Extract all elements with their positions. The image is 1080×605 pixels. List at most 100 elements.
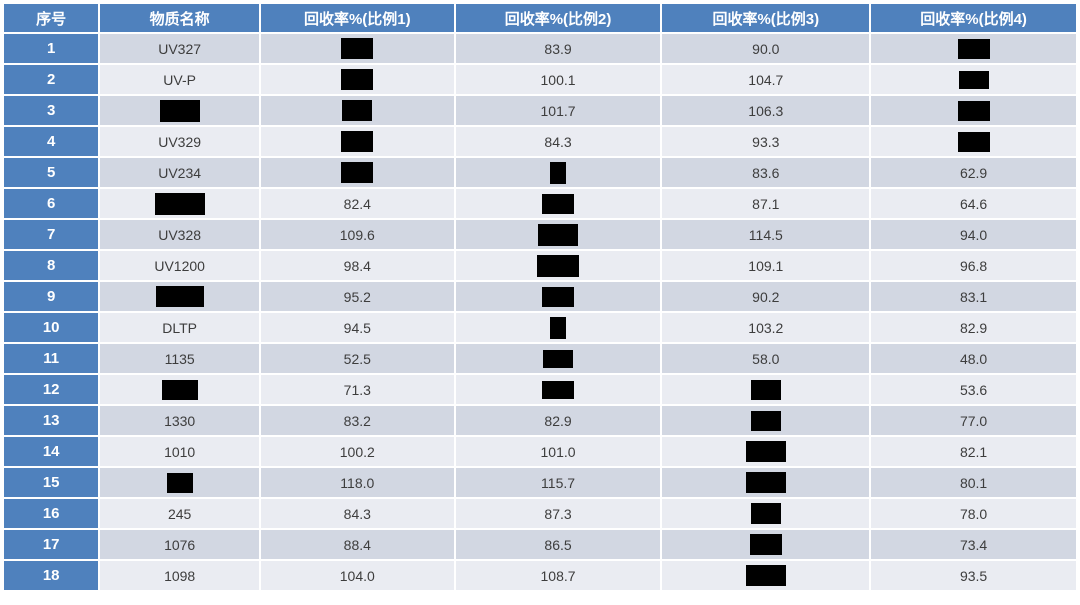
substance-name-cell <box>100 282 259 311</box>
recovery-ratio3-cell <box>662 437 870 466</box>
recovery-ratio4-cell: 53.6 <box>871 375 1076 404</box>
recovery-ratio2-cell: 84.3 <box>455 127 661 156</box>
column-header-recovery-ratio2: 回收率%(比例2) <box>455 4 661 32</box>
table-row: 6 82.4 87.1 64.6 <box>4 189 1076 218</box>
recovery-ratio3-cell: 106.3 <box>662 96 870 125</box>
table-row: 10 DLTP 94.5 103.2 82.9 <box>4 313 1076 342</box>
substance-name-cell <box>100 96 259 125</box>
column-header-recovery-ratio1: 回收率%(比例1) <box>260 4 454 32</box>
row-index-cell: 15 <box>4 468 99 497</box>
header-row: 序号 物质名称 回收率%(比例1) 回收率%(比例2) 回收率%(比例3) 回收… <box>4 4 1076 32</box>
recovery-ratio1-cell: 52.5 <box>260 344 454 373</box>
recovery-ratio2-cell: 82.9 <box>455 406 661 435</box>
recovery-ratio4-cell: 83.1 <box>871 282 1076 311</box>
table-row: 5 UV234 83.6 62.9 <box>4 158 1076 187</box>
recovery-ratio3-cell <box>662 499 870 528</box>
substance-name-cell: 1098 <box>100 561 259 590</box>
substance-name-cell: 1135 <box>100 344 259 373</box>
row-index-cell: 16 <box>4 499 99 528</box>
row-index-cell: 8 <box>4 251 99 280</box>
recovery-ratio1-cell <box>260 96 454 125</box>
redaction-box <box>538 223 579 246</box>
recovery-ratio1-cell <box>260 158 454 187</box>
substance-name-cell: DLTP <box>100 313 259 342</box>
redaction-box <box>155 286 204 307</box>
row-index-cell: 3 <box>4 96 99 125</box>
table-row: 15 118.0 115.7 80.1 <box>4 468 1076 497</box>
column-header-recovery-ratio3: 回收率%(比例3) <box>662 4 870 32</box>
table-header: 序号 物质名称 回收率%(比例1) 回收率%(比例2) 回收率%(比例3) 回收… <box>4 4 1076 32</box>
table-row: 16 245 84.3 87.3 78.0 <box>4 499 1076 528</box>
recovery-ratio2-cell: 86.5 <box>455 530 661 559</box>
substance-name-cell: 1010 <box>100 437 259 466</box>
redaction-box <box>542 193 575 214</box>
recovery-ratio2-cell: 83.9 <box>455 34 661 63</box>
redaction-box <box>341 38 374 59</box>
recovery-ratio1-cell: 83.2 <box>260 406 454 435</box>
row-index-cell: 7 <box>4 220 99 249</box>
redaction-box <box>750 503 781 524</box>
recovery-ratio3-cell: 58.0 <box>662 344 870 373</box>
recovery-ratio2-cell <box>455 344 661 373</box>
redaction-box <box>745 565 786 586</box>
recovery-ratio4-cell: 48.0 <box>871 344 1076 373</box>
redaction-box <box>745 441 786 462</box>
recovery-ratio3-cell <box>662 375 870 404</box>
recovery-ratio3-cell <box>662 468 870 497</box>
recovery-ratio1-cell: 94.5 <box>260 313 454 342</box>
recovery-ratio1-cell <box>260 65 454 94</box>
substance-name-cell: UV1200 <box>100 251 259 280</box>
redaction-box <box>957 100 990 121</box>
column-header-substance: 物质名称 <box>100 4 259 32</box>
recovery-ratio1-cell: 104.0 <box>260 561 454 590</box>
redaction-box <box>154 192 205 215</box>
recovery-ratio4-cell: 82.1 <box>871 437 1076 466</box>
redaction-box <box>957 38 990 59</box>
row-index-cell: 18 <box>4 561 99 590</box>
recovery-ratio3-cell <box>662 561 870 590</box>
substance-name-cell: UV-P <box>100 65 259 94</box>
recovery-rate-table: 序号 物质名称 回收率%(比例1) 回收率%(比例2) 回收率%(比例3) 回收… <box>2 2 1078 592</box>
row-index-cell: 11 <box>4 344 99 373</box>
substance-name-cell: UV327 <box>100 34 259 63</box>
redaction-box <box>342 100 373 121</box>
recovery-ratio3-cell: 83.6 <box>662 158 870 187</box>
recovery-ratio2-cell <box>455 251 661 280</box>
redaction-box <box>341 162 374 183</box>
recovery-ratio3-cell: 90.2 <box>662 282 870 311</box>
recovery-ratio1-cell: 118.0 <box>260 468 454 497</box>
recovery-ratio1-cell: 100.2 <box>260 437 454 466</box>
recovery-ratio3-cell: 104.7 <box>662 65 870 94</box>
substance-name-cell <box>100 375 259 404</box>
recovery-ratio4-cell: 80.1 <box>871 468 1076 497</box>
substance-name-cell: 1330 <box>100 406 259 435</box>
row-index-cell: 10 <box>4 313 99 342</box>
recovery-ratio1-cell: 84.3 <box>260 499 454 528</box>
recovery-ratio2-cell: 115.7 <box>455 468 661 497</box>
recovery-ratio2-cell <box>455 189 661 218</box>
table-row: 4 UV329 84.3 93.3 <box>4 127 1076 156</box>
table-row: 12 71.3 53.6 <box>4 375 1076 404</box>
recovery-ratio4-cell <box>871 96 1076 125</box>
redaction-box <box>166 472 193 493</box>
recovery-ratio4-cell <box>871 34 1076 63</box>
table-row: 1 UV327 83.9 90.0 <box>4 34 1076 63</box>
redaction-box <box>341 131 374 152</box>
row-index-cell: 2 <box>4 65 99 94</box>
substance-name-cell: UV329 <box>100 127 259 156</box>
redaction-box <box>958 70 989 89</box>
recovery-ratio3-cell: 90.0 <box>662 34 870 63</box>
substance-name-cell: UV234 <box>100 158 259 187</box>
recovery-ratio1-cell: 88.4 <box>260 530 454 559</box>
recovery-ratio2-cell: 101.0 <box>455 437 661 466</box>
recovery-ratio2-cell <box>455 375 661 404</box>
redaction-box <box>550 161 567 184</box>
recovery-ratio1-cell <box>260 127 454 156</box>
recovery-ratio2-cell <box>455 282 661 311</box>
recovery-ratio2-cell: 101.7 <box>455 96 661 125</box>
recovery-ratio3-cell: 109.1 <box>662 251 870 280</box>
recovery-ratio3-cell: 87.1 <box>662 189 870 218</box>
redaction-box <box>957 131 990 152</box>
recovery-ratio3-cell <box>662 530 870 559</box>
row-index-cell: 1 <box>4 34 99 63</box>
